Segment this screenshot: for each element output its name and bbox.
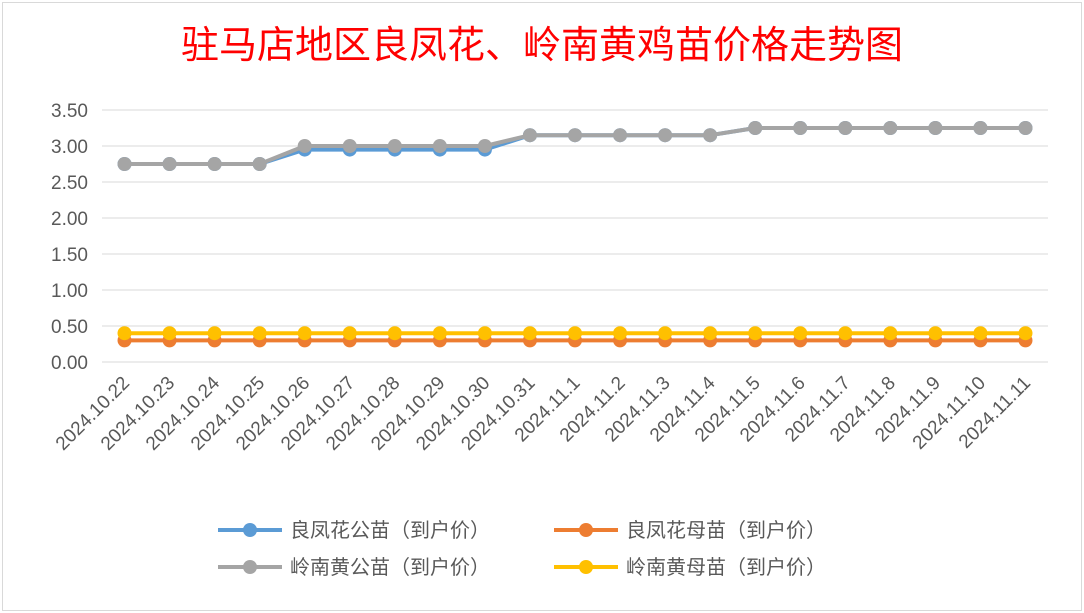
data-point bbox=[973, 121, 988, 135]
data-point bbox=[297, 139, 312, 153]
data-point bbox=[477, 326, 492, 341]
x-axis-ticks: 2024.10.222024.10.232024.10.242024.10.25… bbox=[52, 372, 1035, 454]
data-point bbox=[297, 326, 312, 341]
data-point bbox=[658, 128, 673, 143]
data-point bbox=[252, 157, 267, 171]
data-point bbox=[838, 121, 853, 135]
data-point bbox=[658, 326, 673, 341]
legend-label: 岭南黄母苗（到户价） bbox=[626, 555, 826, 579]
data-point bbox=[883, 326, 898, 341]
data-point bbox=[748, 121, 763, 135]
data-point bbox=[793, 326, 808, 341]
data-point bbox=[522, 128, 537, 143]
legend-swatch-marker bbox=[243, 560, 257, 574]
data-point bbox=[613, 128, 628, 143]
data-point bbox=[252, 326, 267, 341]
data-point bbox=[883, 121, 898, 135]
data-point bbox=[387, 326, 402, 341]
data-point bbox=[342, 139, 357, 153]
data-point bbox=[703, 128, 718, 143]
legend: 良凤花公苗（到户价） 良凤花母苗（到户价） 岭南黄公苗（到户价） 岭南黄母苗（到户价） bbox=[218, 518, 826, 579]
data-point bbox=[613, 326, 628, 341]
y-tick-label: 1.50 bbox=[51, 245, 88, 266]
gridlines bbox=[102, 109, 1048, 363]
data-point bbox=[207, 157, 222, 171]
series-group bbox=[117, 121, 1033, 348]
y-tick-label: 2.50 bbox=[51, 173, 88, 194]
data-point bbox=[568, 326, 582, 341]
data-point bbox=[928, 121, 943, 135]
y-tick-label: 0.00 bbox=[51, 353, 88, 374]
data-point bbox=[477, 139, 492, 153]
data-point bbox=[973, 326, 988, 341]
y-tick-label: 2.00 bbox=[51, 209, 88, 230]
data-point bbox=[162, 157, 177, 171]
data-point bbox=[117, 326, 132, 341]
data-point bbox=[838, 326, 853, 341]
y-tick-label: 3.00 bbox=[51, 137, 88, 158]
data-point bbox=[432, 139, 447, 153]
data-point bbox=[1018, 121, 1033, 135]
data-point bbox=[387, 139, 402, 153]
legend-swatch-marker bbox=[243, 523, 257, 537]
data-point bbox=[342, 326, 357, 341]
data-point bbox=[432, 326, 447, 341]
data-point bbox=[568, 128, 582, 143]
data-point bbox=[703, 326, 718, 341]
data-point bbox=[1018, 326, 1033, 341]
chart-title: 驻马店地区良凤花、岭南黄鸡苗价格走势图 bbox=[180, 23, 903, 67]
data-point bbox=[162, 326, 177, 341]
data-point bbox=[522, 326, 537, 341]
legend-label: 良凤花母苗（到户价） bbox=[626, 518, 826, 542]
legend-swatch-marker bbox=[579, 523, 593, 537]
y-tick-label: 3.50 bbox=[51, 101, 88, 122]
data-point bbox=[207, 326, 222, 341]
data-point bbox=[928, 326, 943, 341]
y-tick-label: 0.50 bbox=[51, 317, 88, 338]
data-point bbox=[748, 326, 763, 341]
legend-label: 岭南黄公苗（到户价） bbox=[290, 555, 490, 579]
legend-swatch-marker bbox=[579, 560, 593, 574]
y-axis-ticks: 0.00 0.50 1.00 1.50 2.00 2.50 3.00 3.50 bbox=[51, 101, 88, 374]
data-point bbox=[117, 157, 132, 171]
data-point bbox=[793, 121, 808, 135]
legend-label: 良凤花公苗（到户价） bbox=[290, 518, 490, 542]
y-tick-label: 1.00 bbox=[51, 281, 88, 302]
